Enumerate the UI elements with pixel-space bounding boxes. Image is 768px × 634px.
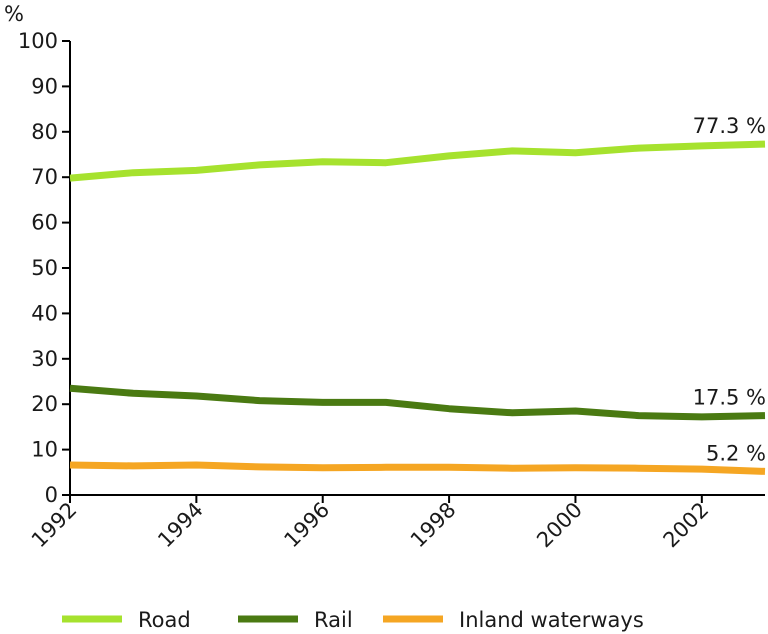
end-label-road: 77.3 % xyxy=(693,114,766,138)
x-tick-label: 2000 xyxy=(532,498,587,553)
series-layer xyxy=(69,140,766,475)
y-axis: 0 10 20 30 40 50 60 70 80 90 100 xyxy=(18,29,71,507)
legend-label: Rail xyxy=(314,608,353,632)
y-tick-label: 60 xyxy=(31,211,58,235)
series-line-road xyxy=(69,140,766,182)
y-tick-label: 10 xyxy=(31,438,58,462)
y-tick-label: 70 xyxy=(31,165,58,189)
y-tick-label: 50 xyxy=(31,256,58,280)
series-line-inland-waterways xyxy=(69,461,766,475)
x-axis: 1992 1994 1996 1998 2000 2002 xyxy=(27,494,765,553)
legend-label: Inland waterways xyxy=(459,608,644,632)
y-tick-label: 100 xyxy=(18,29,58,53)
y-tick-label: 20 xyxy=(31,392,58,416)
end-label-rail: 17.5 % xyxy=(693,386,766,410)
y-tick-label: 40 xyxy=(31,301,58,325)
legend-label: Road xyxy=(138,608,191,632)
series-line-rail xyxy=(69,384,766,421)
y-tick-label: 0 xyxy=(45,483,58,507)
y-tick-label: 90 xyxy=(31,74,58,98)
end-label-inland-waterways: 5.2 % xyxy=(706,441,766,465)
y-tick-label: 30 xyxy=(31,347,58,371)
x-tick-label: 1998 xyxy=(406,498,461,553)
legend: Road Rail Inland waterways xyxy=(62,608,644,632)
end-labels: 77.3 % 17.5 % 5.2 % xyxy=(693,114,766,465)
x-tick-label: 2002 xyxy=(659,498,714,553)
y-axis-label: % xyxy=(4,2,24,26)
y-tick-label: 80 xyxy=(31,120,58,144)
x-tick-label: 1994 xyxy=(153,498,208,553)
x-tick-label: 1996 xyxy=(279,498,334,553)
